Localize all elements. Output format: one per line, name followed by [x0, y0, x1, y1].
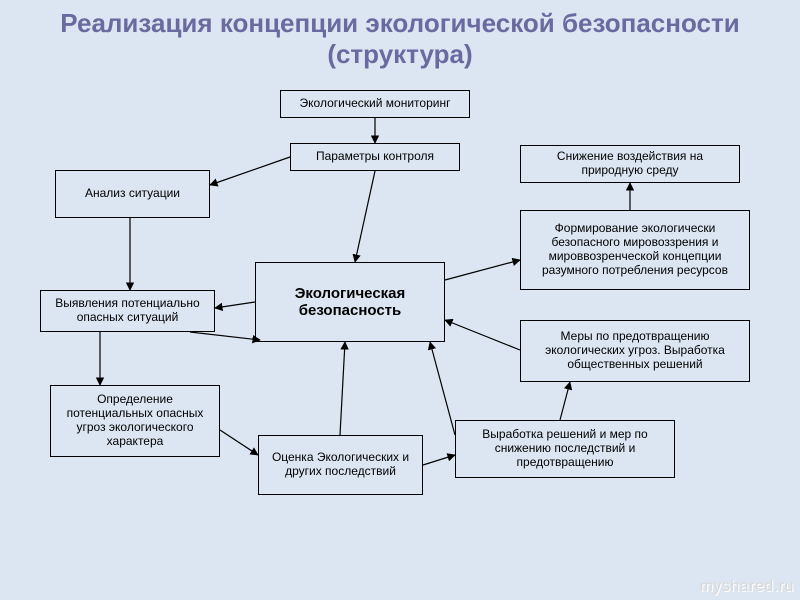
node-label: Экологическая безопасность [262, 285, 438, 320]
node-threats: Определение потенциальных опасных угроз … [50, 385, 220, 457]
node-measures: Меры по предотвращению экологических угр… [520, 320, 750, 382]
node-label: Выявления потенциально опасных ситуаций [47, 297, 208, 325]
node-label: Определение потенциальных опасных угроз … [57, 393, 213, 448]
node-label: Анализ ситуации [85, 187, 180, 201]
node-label: Параметры контроля [316, 150, 434, 164]
node-center: Экологическая безопасность [255, 262, 445, 342]
node-label: Снижение воздействия на природную среду [527, 150, 733, 178]
watermark: myshared.ru [700, 578, 794, 596]
node-label: Формирование экологически безопасного ми… [527, 222, 743, 277]
node-assess: Оценка Экологических и других последстви… [258, 435, 423, 495]
node-reduce: Снижение воздействия на природную среду [520, 145, 740, 183]
node-detect: Выявления потенциально опасных ситуаций [40, 290, 215, 332]
node-label: Выработка решений и мер по снижению посл… [462, 428, 668, 469]
node-monitoring: Экологический мониторинг [280, 90, 470, 118]
node-analysis: Анализ ситуации [55, 170, 210, 218]
diagram-title: Реализация концепции экологической безоп… [0, 8, 800, 70]
node-label: Меры по предотвращению экологических угр… [527, 330, 743, 371]
node-params: Параметры контроля [290, 143, 460, 171]
node-develop: Выработка решений и мер по снижению посл… [455, 420, 675, 478]
node-label: Оценка Экологических и других последстви… [265, 451, 416, 479]
node-label: Экологический мониторинг [300, 97, 451, 111]
node-worldview: Формирование экологически безопасного ми… [520, 210, 750, 290]
title-text: Реализация концепции экологической безоп… [60, 8, 739, 69]
